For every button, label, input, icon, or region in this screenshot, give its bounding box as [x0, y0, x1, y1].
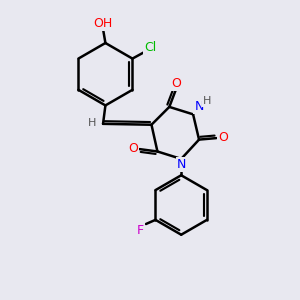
Text: H: H — [203, 96, 212, 106]
Text: H: H — [88, 118, 96, 128]
Text: O: O — [172, 77, 182, 90]
Text: N: N — [176, 158, 186, 171]
Text: OH: OH — [93, 16, 113, 30]
Text: O: O — [218, 131, 228, 144]
Text: Cl: Cl — [144, 41, 156, 54]
Text: O: O — [128, 142, 138, 155]
Text: F: F — [137, 224, 144, 237]
Text: N: N — [194, 100, 204, 112]
